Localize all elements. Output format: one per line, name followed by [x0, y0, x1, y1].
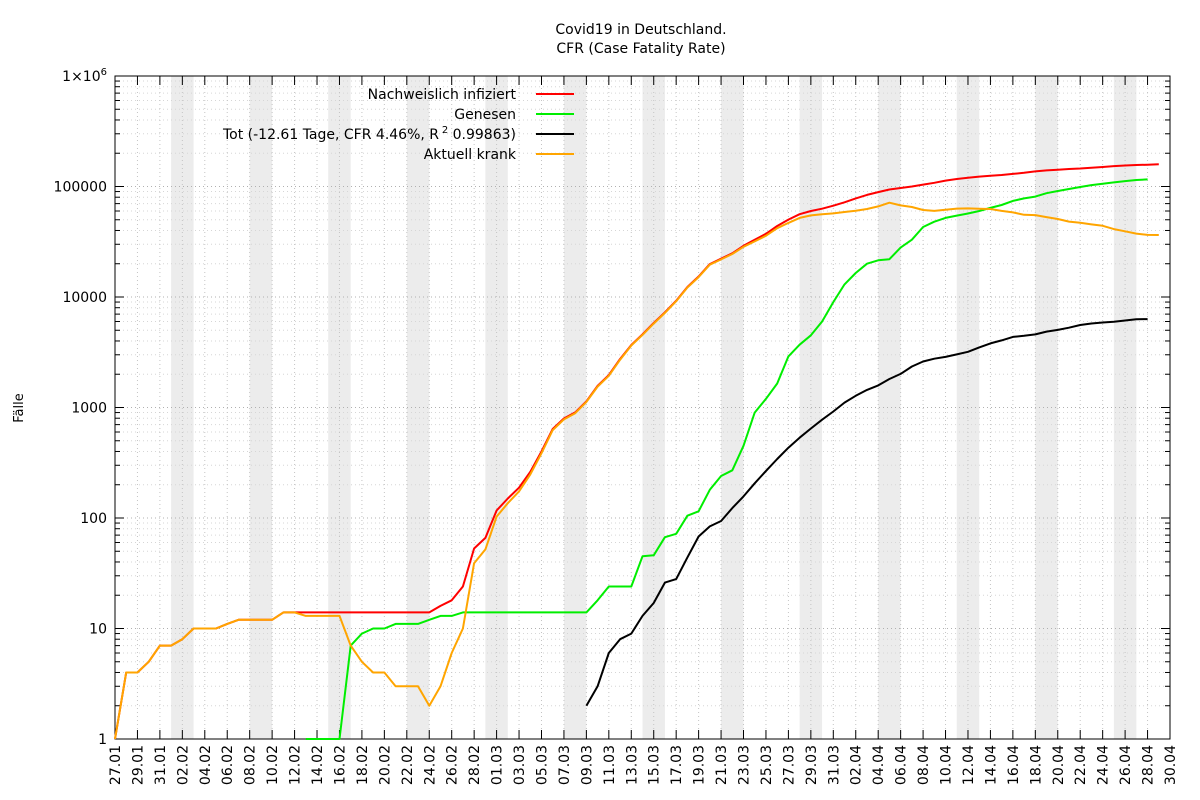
series-line-tot [585, 318, 1148, 707]
series-line-genesen [305, 178, 1148, 740]
x-tick-label: 02.04 [849, 745, 865, 785]
x-tick-label: 18.02 [355, 745, 371, 785]
weekend-band [171, 76, 194, 739]
x-tick-labels: 27.01 29.01 31.01 02.02 04.02 06.02 08.02 10.02… [108, 745, 1179, 785]
x-tick-label: 10.02 [265, 745, 281, 785]
x-tick-label: 20.04 [1051, 745, 1067, 785]
weekend-band [721, 76, 744, 739]
weekend-band [1113, 76, 1137, 739]
x-tick-label: 19.03 [692, 745, 708, 785]
y-tick-label: 100000 [54, 180, 107, 196]
y-tick-label-top: 1×106 [62, 67, 107, 85]
y-tick-label: 10 [89, 622, 107, 638]
x-tick-label: 10.04 [939, 745, 955, 785]
x-tick-label: 22.04 [1073, 745, 1089, 785]
x-tick-label: 29.01 [130, 745, 146, 785]
x-tick-label: 09.03 [579, 745, 595, 785]
x-tick-label: 14.04 [983, 745, 999, 785]
axes [114, 75, 1171, 740]
x-tick-label: 24.02 [422, 745, 438, 785]
legend: Nachweislich infiziert Genesen Tot (-12.61… [222, 87, 574, 163]
series-lines [114, 163, 1159, 740]
x-tick-label: 08.04 [916, 745, 932, 785]
x-tick-label: 01.03 [490, 745, 506, 785]
x-tick-label: 02.02 [175, 745, 191, 785]
y-tick-label: 100 [80, 511, 107, 527]
weekend-band [642, 76, 665, 739]
weekend-band [1035, 76, 1058, 739]
weekend-band [878, 76, 901, 739]
x-tick-label: 31.03 [826, 745, 842, 785]
x-tick-label: 23.03 [737, 745, 753, 785]
weekend-band [485, 76, 508, 739]
x-tick-label: 21.03 [714, 745, 730, 785]
weekend-band [249, 76, 273, 739]
x-tick-label: 08.02 [243, 745, 259, 785]
x-tick-label: 26.04 [1118, 745, 1134, 785]
y-tick-label: 1 [98, 732, 107, 748]
x-tick-label: 04.04 [871, 745, 887, 785]
weekend-band [406, 76, 430, 739]
x-tick-label: 11.03 [602, 745, 618, 785]
x-tick-label: 12.04 [961, 745, 977, 785]
x-tick-label: 03.03 [512, 745, 528, 785]
x-tick-label: 18.04 [1028, 745, 1044, 785]
x-tick-label: 06.04 [894, 745, 910, 785]
x-tick-label: 05.03 [534, 745, 550, 785]
x-tick-label: 31.01 [153, 745, 169, 785]
legend-label: Nachweislich infiziert [368, 87, 517, 103]
x-tick-label: 16.04 [1006, 745, 1022, 785]
x-tick-label: 16.02 [332, 745, 348, 785]
x-tick-label: 15.03 [647, 745, 663, 785]
x-tick-label: 28.02 [467, 745, 483, 785]
y-tick-label: 10000 [62, 290, 107, 306]
x-tick-label: 28.04 [1141, 745, 1157, 785]
x-tick-label: 27.01 [108, 745, 124, 785]
y-axis-label: Fälle [12, 393, 27, 422]
weekend-band [799, 76, 823, 739]
legend-label: Tot (-12.61 Tage, CFR 4.46%, R 2 0.99863… [222, 125, 516, 143]
y-tick-label: 1000 [71, 401, 107, 417]
legend-label: Aktuell krank [424, 147, 517, 163]
x-tick-label: 24.04 [1096, 745, 1112, 785]
chart-title: Covid19 in Deutschland. [555, 22, 726, 38]
legend-label: Genesen [454, 107, 516, 123]
x-tick-label: 17.03 [669, 745, 685, 785]
x-tick-label: 25.03 [759, 745, 775, 785]
x-tick-label: 27.03 [781, 745, 797, 785]
series-line-aktuell [114, 201, 1159, 740]
x-tick-label: 06.02 [220, 745, 236, 785]
x-tick-label: 13.03 [624, 745, 640, 785]
x-tick-label: 07.03 [557, 745, 573, 785]
chart-subtitle: CFR (Case Fatality Rate) [556, 41, 725, 57]
y-tick-labels: 1 10 100 1000 10000 100000 1×106 [54, 67, 107, 748]
x-tick-label: 14.02 [310, 745, 326, 785]
x-tick-label: 12.02 [288, 745, 304, 785]
x-tick-label: 04.02 [198, 745, 214, 785]
x-tick-label: 22.02 [400, 745, 416, 785]
x-tick-label: 26.02 [445, 745, 461, 785]
weekend-shading [171, 76, 1137, 739]
x-tick-label: 20.02 [377, 745, 393, 785]
x-tick-label: 29.03 [804, 745, 820, 785]
x-tick-label: 30.04 [1163, 745, 1179, 785]
